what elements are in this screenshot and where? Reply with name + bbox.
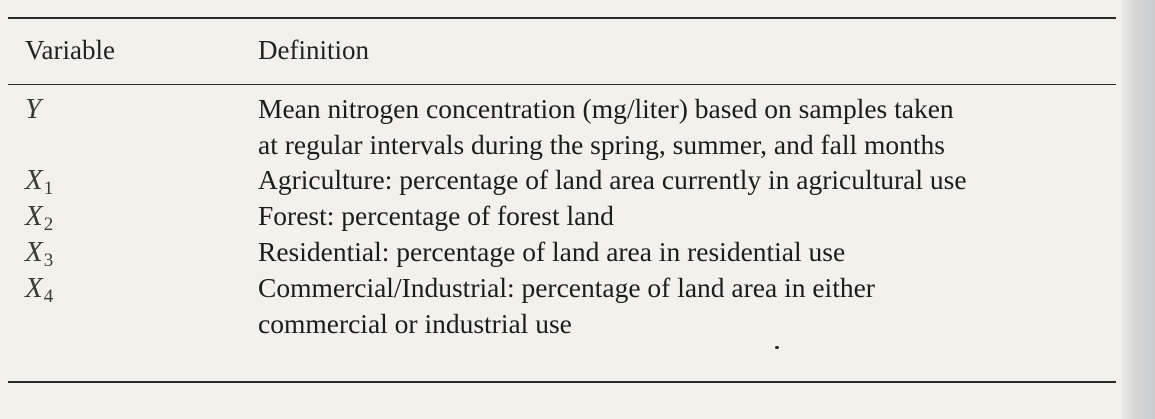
definition-line: Mean nitrogen concentration (mg/liter) b… bbox=[258, 93, 954, 124]
variable-definition: Mean nitrogen concentration (mg/liter) b… bbox=[258, 91, 954, 163]
variable-symbol: Y bbox=[25, 93, 42, 125]
definition-line: Residential: percentage of land area in … bbox=[258, 236, 846, 267]
variable-definition: Commercial/Industrial: percentage of lan… bbox=[258, 270, 875, 342]
variable-definition: Agriculture: percentage of land area cur… bbox=[258, 162, 967, 198]
variable-definition: Forest: percentage of forest land bbox=[258, 198, 614, 234]
definition-line: at regular intervals during the spring, … bbox=[258, 129, 946, 160]
variable-symbol: X1 bbox=[25, 164, 54, 199]
ink-speck bbox=[775, 346, 779, 349]
table-header-rule bbox=[8, 84, 1116, 85]
variable-symbol: X3 bbox=[25, 236, 54, 271]
variable-symbol: X2 bbox=[25, 200, 54, 235]
definition-line: commercial or industrial use bbox=[258, 308, 572, 339]
variable-symbol: X4 bbox=[25, 272, 54, 307]
table-top-rule bbox=[8, 17, 1116, 19]
definition-line: Forest: percentage of forest land bbox=[258, 200, 614, 231]
definition-line: Agriculture: percentage of land area cur… bbox=[258, 164, 967, 195]
variable-definition: Residential: percentage of land area in … bbox=[258, 234, 845, 270]
table-bottom-rule bbox=[8, 381, 1116, 383]
definition-line: Commercial/Industrial: percentage of lan… bbox=[258, 272, 875, 303]
header-variable: Variable bbox=[25, 35, 115, 65]
page-edge bbox=[1121, 0, 1155, 419]
header-definition: Definition bbox=[258, 35, 369, 65]
